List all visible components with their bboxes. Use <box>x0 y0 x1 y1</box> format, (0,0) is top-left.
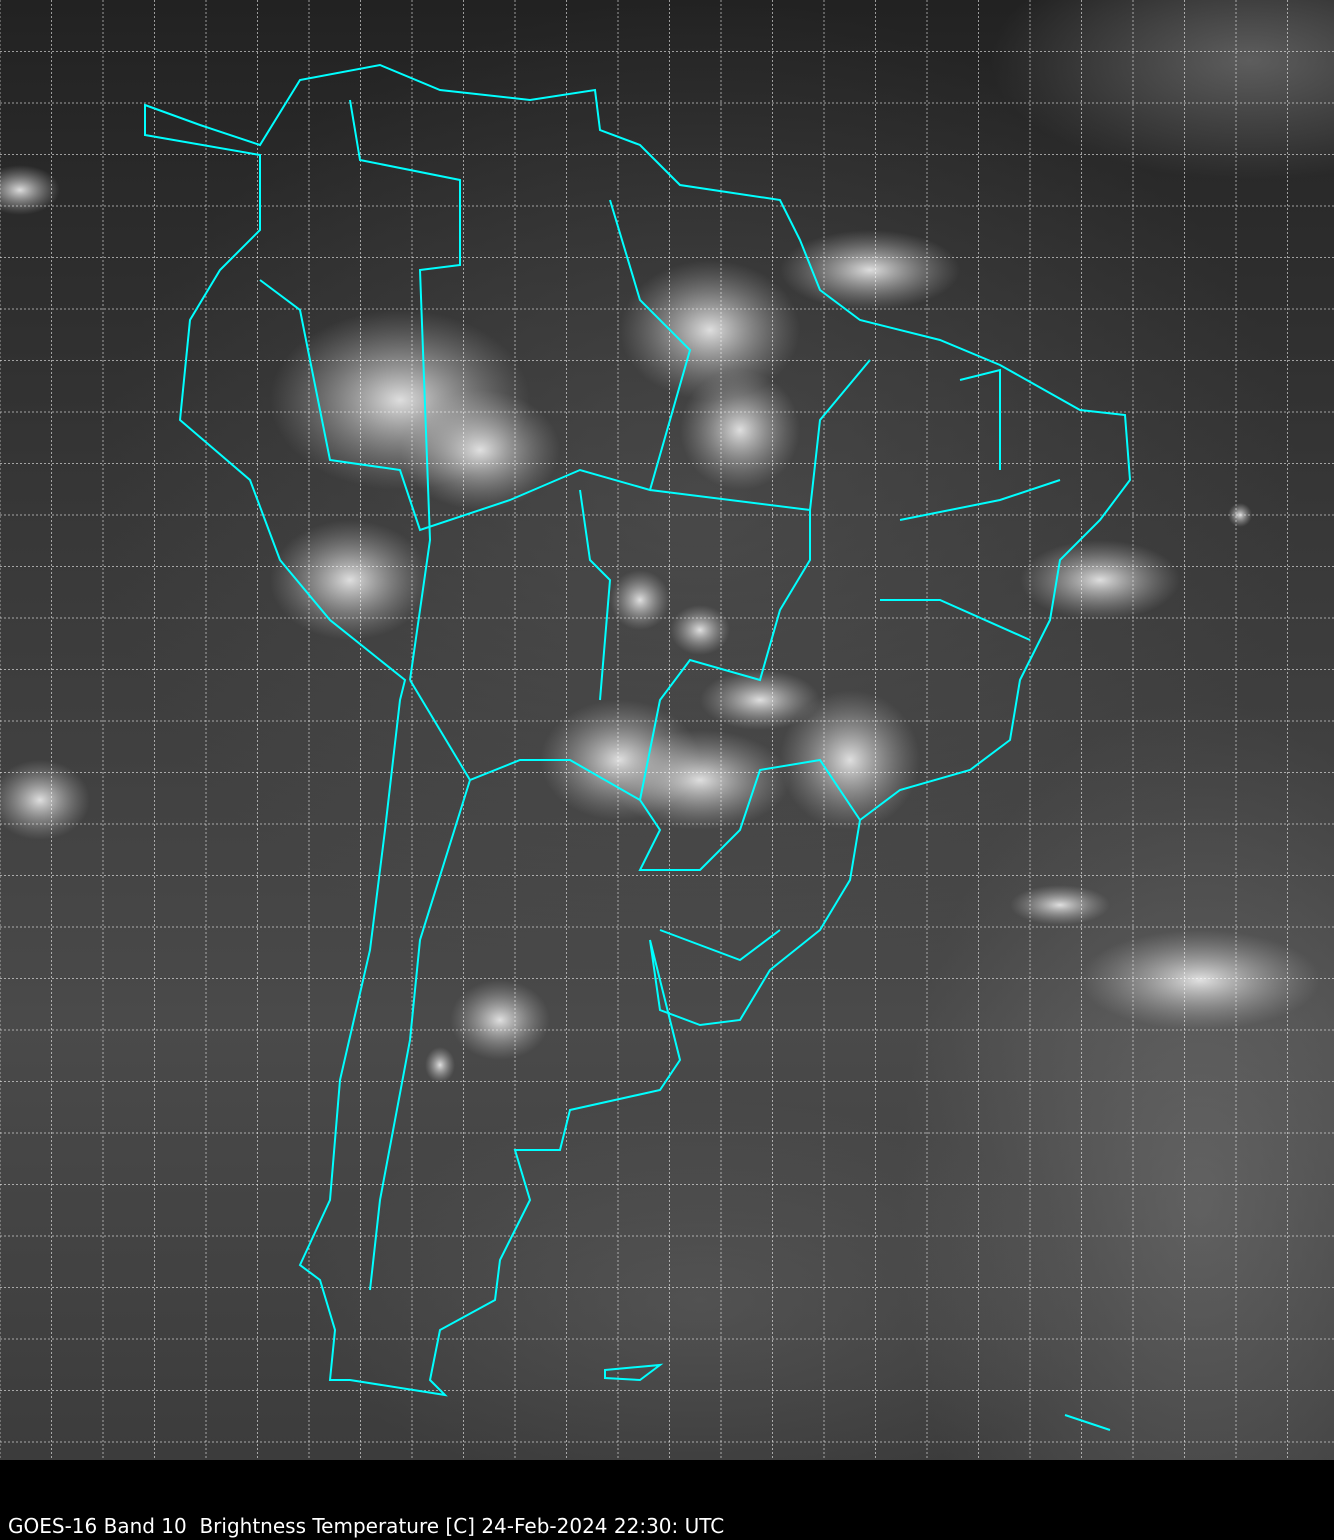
satellite-map <box>0 0 1334 1460</box>
country-borders <box>144 63 1132 1431</box>
coastline <box>144 63 1132 1397</box>
image-caption: GOES-16 Band 10 Brightness Temperature [… <box>8 1514 725 1538</box>
south-georgia <box>1064 1414 1111 1431</box>
lat-lon-grid <box>0 0 1334 1460</box>
internal-borders <box>259 99 1061 1291</box>
falkland-islands <box>604 1363 664 1382</box>
cloud-layer <box>0 165 1320 1083</box>
